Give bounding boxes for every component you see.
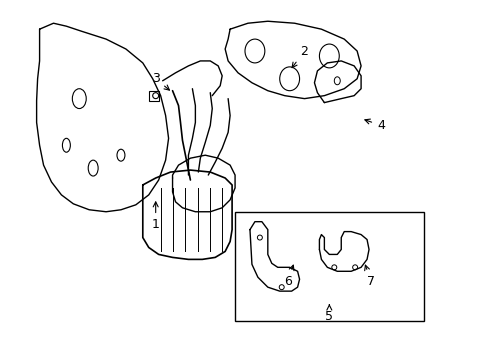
Text: 6: 6 bbox=[283, 265, 293, 288]
Text: 3: 3 bbox=[151, 72, 169, 90]
Text: 7: 7 bbox=[364, 265, 374, 288]
Text: 1: 1 bbox=[151, 202, 159, 231]
Text: 5: 5 bbox=[325, 305, 333, 323]
Text: 4: 4 bbox=[364, 119, 384, 132]
Text: 2: 2 bbox=[291, 45, 308, 68]
